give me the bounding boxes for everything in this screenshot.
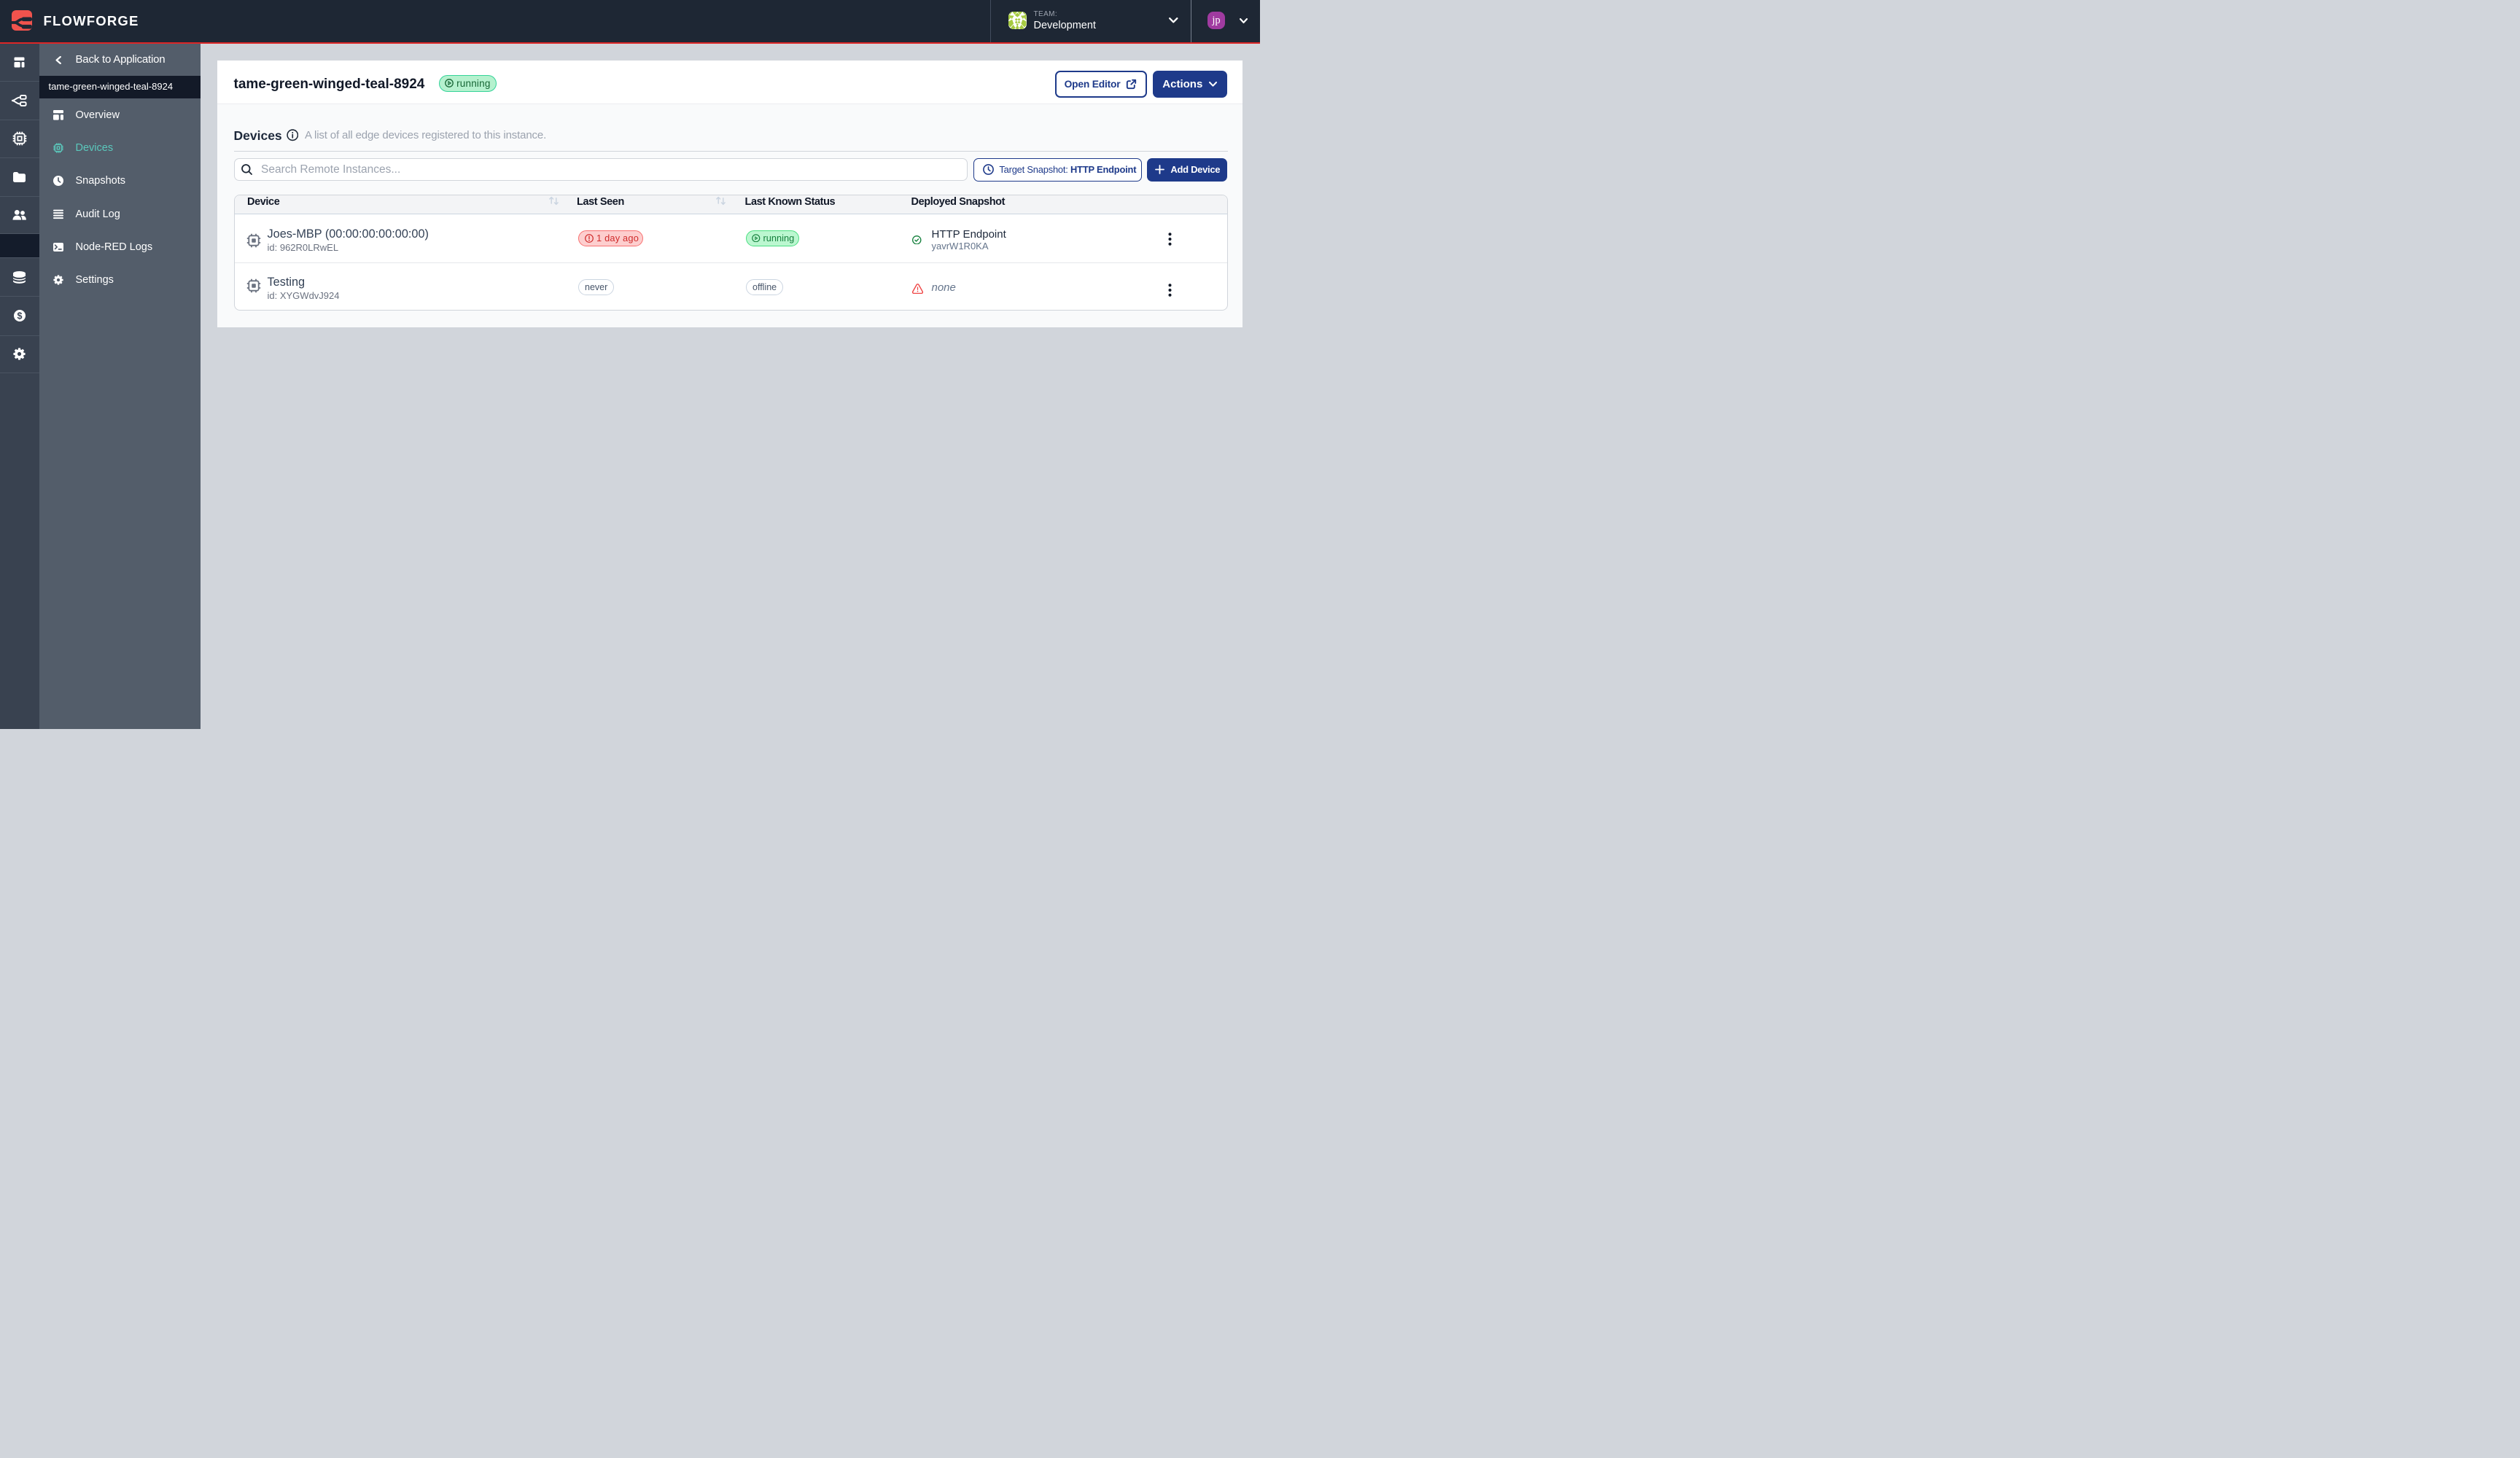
svg-text:$: $ [17, 311, 22, 321]
